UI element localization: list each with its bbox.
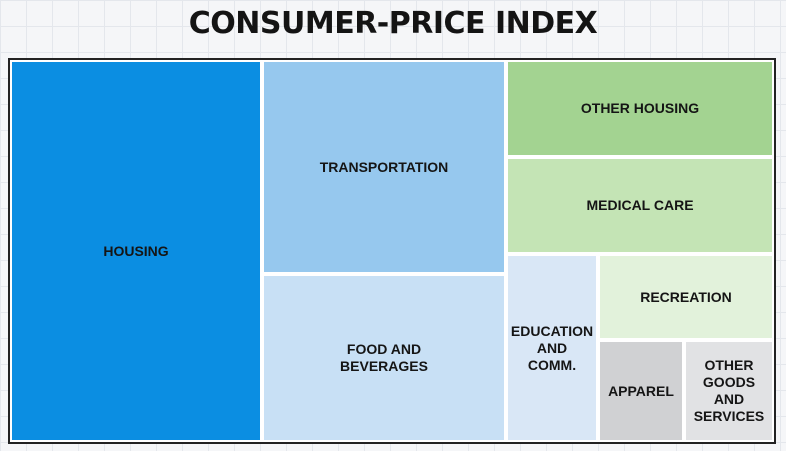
tile-label-medical-care: MEDICAL CARE bbox=[586, 197, 694, 213]
tile-label-other-housing: OTHER HOUSING bbox=[580, 100, 700, 116]
tile-housing: HOUSING bbox=[10, 60, 262, 442]
tile-recreation: RECREATION bbox=[598, 254, 774, 340]
tile-other-goods-and-services: OTHER GOODS AND SERVICES bbox=[684, 340, 774, 442]
tile-label-food-and-beverages: FOOD AND BEVERAGES bbox=[340, 341, 428, 374]
tile-label-recreation: RECREATION bbox=[640, 288, 732, 305]
tile-medical-care: MEDICAL CARE bbox=[506, 157, 774, 254]
tile-label-housing: HOUSING bbox=[103, 242, 169, 259]
tile-transportation: TRANSPORTATION bbox=[262, 60, 506, 274]
tile-education-and-comm: EDUCATION AND COMM. bbox=[506, 254, 598, 442]
tile-label-other-goods-and-services: OTHER GOODS AND SERVICES bbox=[693, 357, 765, 424]
tile-label-transportation: TRANSPORTATION bbox=[319, 158, 449, 175]
tile-label-apparel: APPAREL bbox=[608, 382, 674, 399]
chart-title: CONSUMER-PRICE INDEX bbox=[188, 6, 598, 41]
tile-other-housing: OTHER HOUSING bbox=[506, 60, 774, 157]
tile-apparel: APPAREL bbox=[598, 340, 684, 442]
tile-food-and-beverages: FOOD AND BEVERAGES bbox=[262, 274, 506, 442]
tile-label-education-and-comm: EDUCATION AND COMM. bbox=[510, 322, 594, 373]
treemap-frame: HOUSING TRANSPORTATION FOOD AND BEVERAGE… bbox=[8, 58, 776, 444]
